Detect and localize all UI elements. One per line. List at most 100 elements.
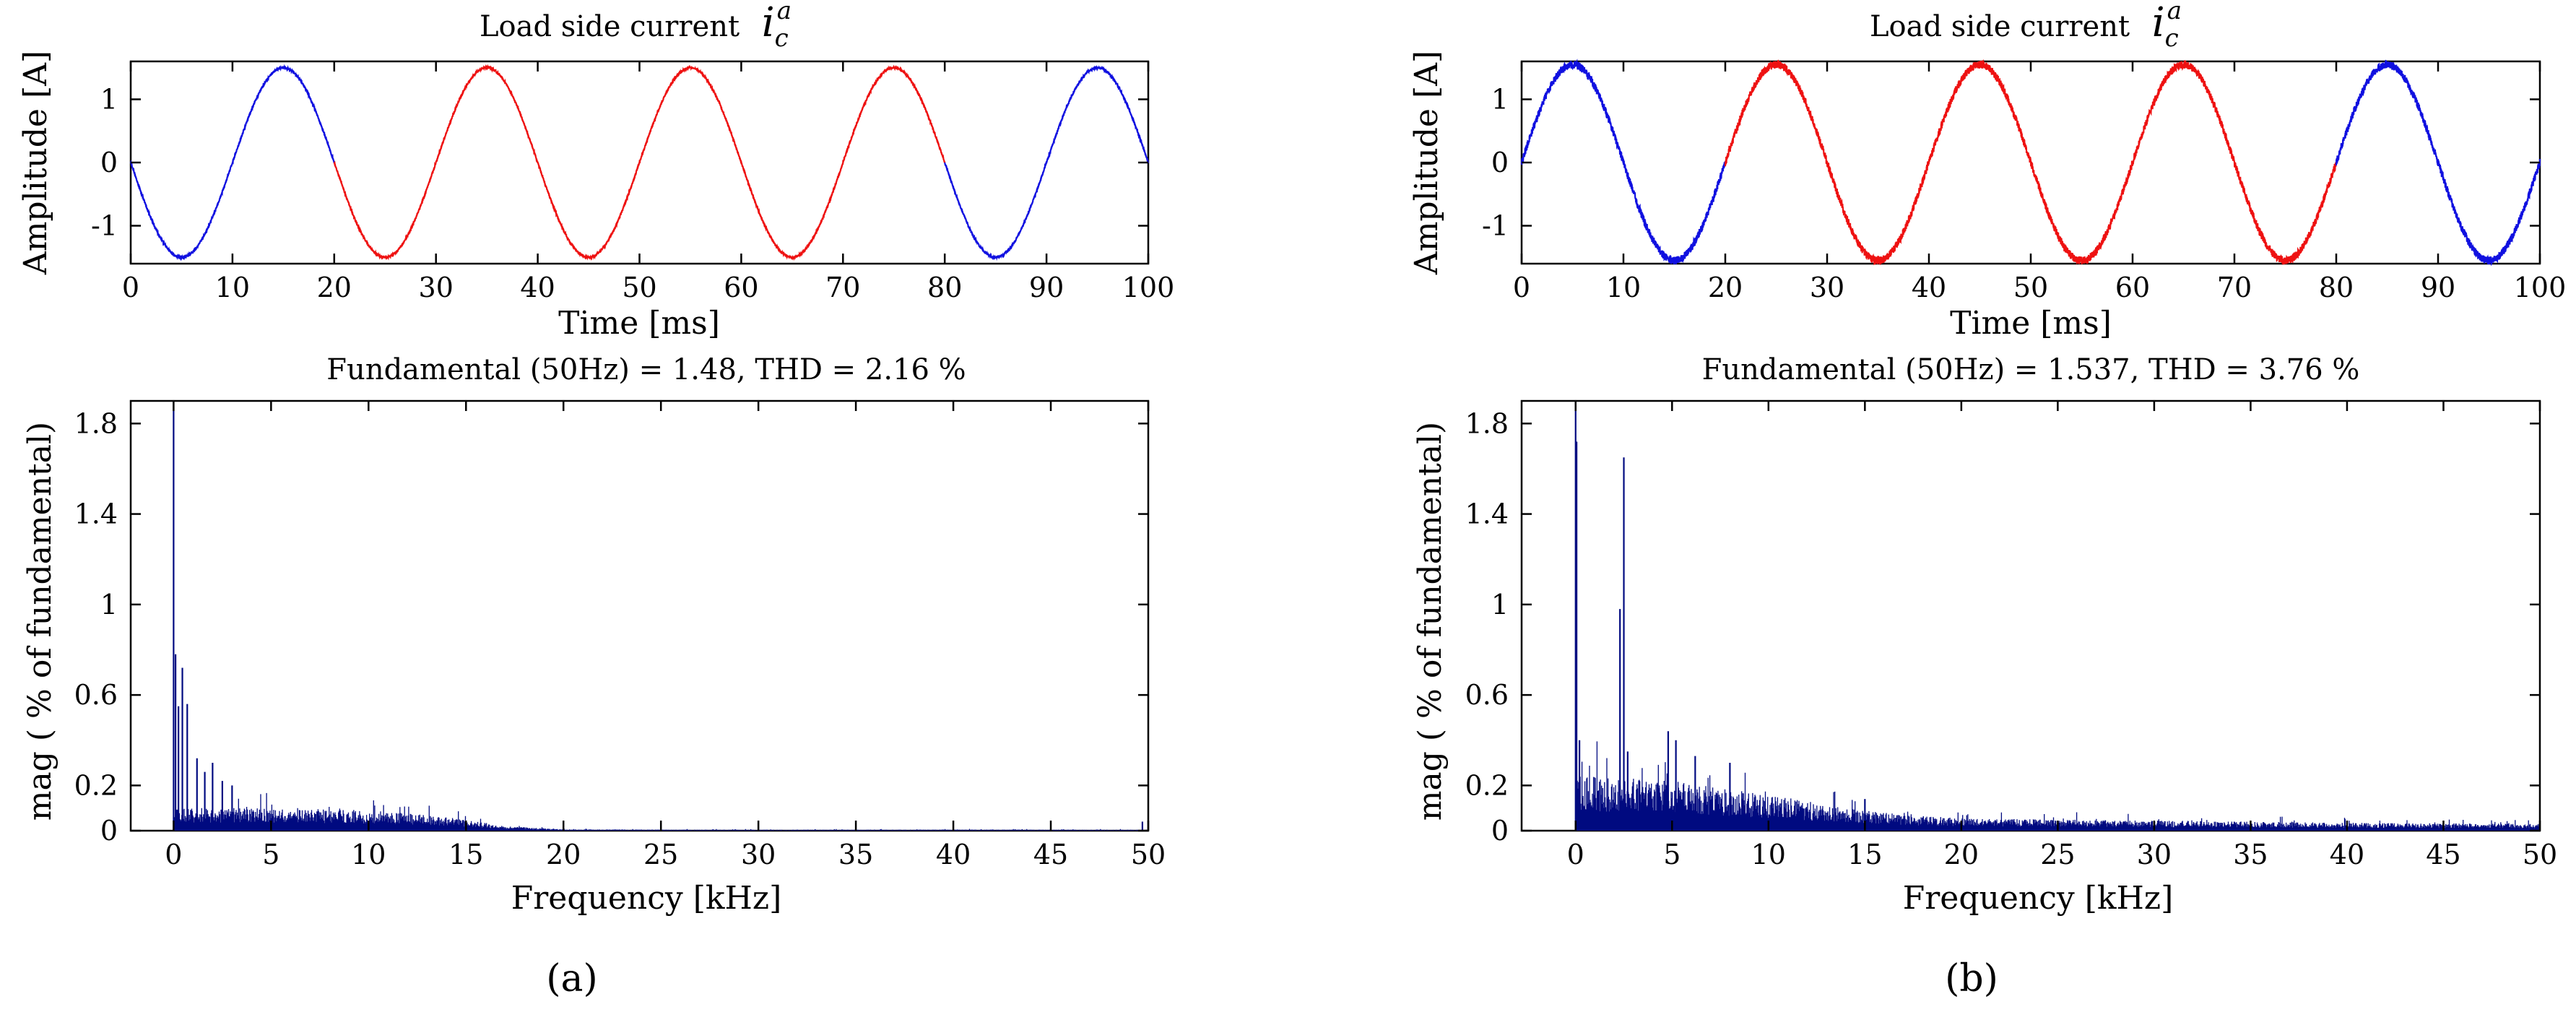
spectrum-title-b: Fundamental (50Hz) = 1.537, THD = 3.76 % <box>1702 353 2360 386</box>
x-tick-label-time: 80 <box>2319 272 2354 303</box>
spectrum-axes-box-b <box>1520 399 2541 832</box>
x-tick-label-freq: 15 <box>448 839 483 870</box>
waveform-segment-3 <box>2335 59 2541 267</box>
spectrum-yticks-b: 0 0.2 0.6 1 1.4 1.8 <box>1465 407 2540 847</box>
time-title-b: Load side current ica <box>1870 0 2182 53</box>
spectrum-chart-a: Fundamental (50Hz) = 1.48, THD = 2.16 % … <box>22 353 1166 917</box>
y-tick-label-freq: 0 <box>1491 815 1509 847</box>
x-tick-label-time: 60 <box>2115 272 2150 303</box>
x-tick-label-time: 70 <box>2217 272 2252 303</box>
time-ylabel-a: Amplitude [A] <box>17 51 54 275</box>
y-tick-label-time: 1 <box>100 84 118 116</box>
waveform-segment-2 <box>333 64 946 261</box>
x-tick-label-freq: 0 <box>165 839 182 870</box>
time-title-a: Load side current ica <box>480 0 792 53</box>
spectrum-chart-b: Fundamental (50Hz) = 1.537, THD = 3.76 %… <box>1412 353 2557 917</box>
y-tick-label-freq: 0 <box>100 815 118 847</box>
x-tick-label-freq: 40 <box>2330 839 2364 870</box>
y-tick-label-freq: 1.4 <box>74 498 118 530</box>
time-chart-b: Load side current ica 0 10 20 30 40 50 60 70 80 9… <box>1408 0 2566 342</box>
spectrum-bar-layer-a <box>173 401 1149 831</box>
x-tick-label-time: 30 <box>419 272 454 303</box>
x-tick-label-freq: 0 <box>1567 839 1584 870</box>
time-yticks-a: -1 0 1 <box>91 84 1148 242</box>
y-tick-label-freq: 0.2 <box>1465 769 1509 801</box>
x-tick-label-time: 20 <box>1708 272 1743 303</box>
x-tick-label-freq: 50 <box>1131 839 1166 870</box>
x-tick-label-time: 100 <box>1122 272 1175 303</box>
time-series-layer-a <box>130 64 1150 261</box>
x-tick-label-freq: 20 <box>1944 839 1979 870</box>
y-tick-label-freq: 1 <box>1491 589 1509 620</box>
x-tick-label-time: 50 <box>622 272 656 303</box>
x-tick-label-freq: 50 <box>2523 839 2557 870</box>
x-tick-label-freq: 5 <box>262 839 279 870</box>
panel-label-a: (a) <box>546 957 598 1000</box>
y-tick-label-freq: 1.4 <box>1465 498 1509 530</box>
x-tick-label-time: 90 <box>2421 272 2455 303</box>
x-tick-label-freq: 5 <box>1663 839 1681 870</box>
x-tick-label-time: 0 <box>1513 272 1530 303</box>
panel-label-b: (b) <box>1945 957 1998 1000</box>
spectrum-bar-layer-b <box>1574 401 2541 831</box>
x-tick-label-freq: 15 <box>1847 839 1882 870</box>
x-tick-label-time: 100 <box>2514 272 2567 303</box>
x-tick-label-freq: 25 <box>2040 839 2075 870</box>
spectrum-axes-box-a <box>129 399 1150 832</box>
x-tick-label-time: 30 <box>1810 272 1844 303</box>
x-tick-label-freq: 20 <box>546 839 581 870</box>
time-chart-a: Load side current ica 0 10 20 30 40 50 60 70 80 9… <box>17 0 1174 342</box>
spectrum-title-a: Fundamental (50Hz) = 1.48, THD = 2.16 % <box>326 353 966 386</box>
x-tick-label-time: 50 <box>2013 272 2048 303</box>
spectrum-xlabel-b: Frequency [kHz] <box>1903 880 2174 917</box>
y-tick-label-time: 0 <box>1491 147 1509 178</box>
y-tick-label-freq: 0.6 <box>1465 679 1509 711</box>
x-tick-label-freq: 10 <box>351 839 386 870</box>
x-tick-label-time: 20 <box>317 272 352 303</box>
x-tick-label-freq: 45 <box>2426 839 2460 870</box>
x-tick-label-time: 70 <box>825 272 860 303</box>
x-tick-label-time: 60 <box>724 272 758 303</box>
y-tick-label-freq: 1.8 <box>74 407 118 439</box>
spectrum-xlabel-a: Frequency [kHz] <box>511 880 782 917</box>
spectrum-xticks-b: 0 5 10 15 20 25 30 35 40 45 50 <box>1567 401 2557 870</box>
y-tick-label-freq: 0.2 <box>74 769 118 801</box>
spectrum-ylabel-a: mag ( % of fundamental) <box>22 422 58 821</box>
waveform-segment-2 <box>1724 59 2338 266</box>
y-tick-label-freq: 1 <box>100 589 118 620</box>
x-tick-label-freq: 30 <box>2137 839 2172 870</box>
spectrum-yticks-a: 0 0.2 0.6 1 1.4 1.8 <box>74 407 1148 847</box>
time-xlabel-b: Time [ms] <box>1950 305 2112 342</box>
spectrum-ylabel-b: mag ( % of fundamental) <box>1412 422 1449 821</box>
x-tick-label-time: 90 <box>1029 272 1064 303</box>
time-xticks-a: 0 10 20 30 40 50 60 70 80 90 100 <box>122 61 1174 303</box>
x-tick-label-freq: 45 <box>1033 839 1068 870</box>
y-tick-label-time: -1 <box>91 210 118 242</box>
x-tick-label-freq: 10 <box>1751 839 1786 870</box>
y-tick-label-time: -1 <box>1482 210 1509 242</box>
y-tick-label-freq: 0.6 <box>74 679 118 711</box>
x-tick-label-time: 40 <box>1912 272 1946 303</box>
time-yticks-b: -1 0 1 <box>1482 84 2540 242</box>
y-tick-label-time: 0 <box>100 147 118 178</box>
waveform-segment-1 <box>1520 59 1727 264</box>
x-tick-label-time: 80 <box>927 272 962 303</box>
x-tick-label-time: 10 <box>1606 272 1641 303</box>
time-xticks-b: 0 10 20 30 40 50 60 70 80 90 100 <box>1513 61 2566 303</box>
time-ylabel-b: Amplitude [A] <box>1408 51 1445 275</box>
x-tick-label-time: 0 <box>122 272 139 303</box>
x-tick-label-freq: 30 <box>741 839 776 870</box>
x-tick-label-time: 40 <box>520 272 555 303</box>
x-tick-label-freq: 40 <box>936 839 971 870</box>
spectrum-noise-bars <box>1575 741 2541 831</box>
x-tick-label-time: 10 <box>215 272 250 303</box>
time-xlabel-a: Time [ms] <box>558 305 720 342</box>
x-tick-label-freq: 35 <box>838 839 873 870</box>
x-tick-label-freq: 25 <box>643 839 678 870</box>
y-tick-label-time: 1 <box>1491 84 1509 116</box>
time-series-layer-b <box>1520 59 2541 267</box>
waveform-segment-3 <box>944 65 1150 261</box>
waveform-segment-1 <box>130 64 335 261</box>
x-tick-label-freq: 35 <box>2233 839 2268 870</box>
